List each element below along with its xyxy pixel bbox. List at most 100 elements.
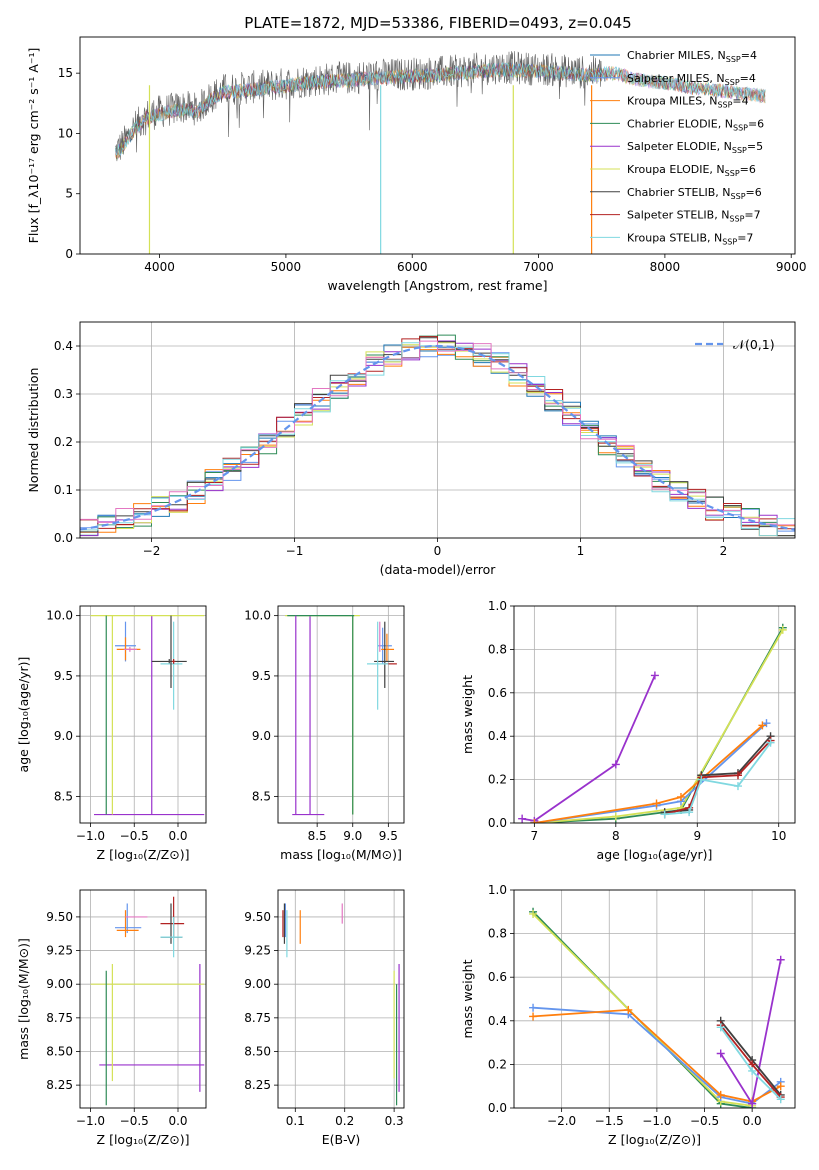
- legend-subscript: SSP: [722, 237, 737, 246]
- series-line: [719, 1020, 782, 1096]
- y-tick-label: 0.6: [488, 686, 507, 700]
- y-tick-label: 8.5: [54, 789, 73, 803]
- legend-count: =5: [747, 140, 763, 153]
- x-tick-label: 6000: [397, 260, 428, 274]
- x-tick-label: 9: [693, 829, 701, 843]
- y-tick-label: 9.25: [46, 944, 73, 958]
- series-line: [534, 724, 763, 823]
- x-axis-label: Z [log₁₀(Z/Z⊙)]: [608, 1132, 701, 1147]
- series-marker: [716, 1090, 725, 1099]
- series-marker: [758, 721, 767, 730]
- legend-entry: Chabrier MILES, NSSP=4: [627, 49, 757, 64]
- legend-count: =6: [746, 186, 762, 199]
- x-tick-label: −2: [143, 544, 161, 558]
- legend-count: =6: [748, 117, 764, 130]
- panel-spectrum: 4000 5000 6000 7000 8000 9000 0 5 10 15 wavelength…: [26, 36, 806, 293]
- y-tick-label: 1.0: [488, 883, 507, 897]
- x-axis-label: wavelength [Angstrom, rest frame]: [327, 278, 547, 293]
- series-marker: [748, 1066, 757, 1075]
- x-tick-label: 0: [434, 544, 442, 558]
- plot-area: [90, 615, 205, 816]
- legend-count: =4: [740, 72, 756, 85]
- plot-area: [90, 896, 205, 1106]
- y-tick-label: 0.0: [54, 531, 73, 545]
- y-tick-label: 5: [65, 187, 73, 201]
- series-marker: [530, 819, 539, 823]
- series-marker: [697, 775, 706, 784]
- x-tick-label: −1.5: [595, 1114, 624, 1128]
- legend-count: =6: [740, 163, 756, 176]
- y-tick-label: 0.4: [54, 339, 73, 353]
- plot-area: [518, 623, 787, 823]
- series-marker: [624, 1005, 633, 1014]
- legend-entry: Salpeter MILES, NSSP=4: [627, 72, 756, 87]
- series-line: [521, 675, 656, 822]
- y-axis-label: age [log₁₀(age/yr)]: [16, 657, 31, 773]
- x-tick-label: 0.0: [743, 1114, 762, 1128]
- series-marker: [529, 1012, 538, 1021]
- x-tick-label: 9.0: [343, 829, 362, 843]
- series-marker: [685, 808, 694, 817]
- series-marker: [733, 771, 742, 780]
- legend-entry: Chabrier ELODIE, NSSP=6: [627, 117, 764, 132]
- y-tick-label: 10.0: [46, 609, 73, 623]
- legend-count: =4: [741, 49, 757, 62]
- series-marker: [518, 814, 527, 823]
- x-tick-label: −0.5: [120, 1114, 149, 1128]
- series-marker: [776, 1082, 785, 1091]
- x-axis-label: mass [log₁₀(M/M⊙)]: [280, 847, 402, 862]
- axes-frame: [513, 889, 796, 1109]
- axes-frame: [277, 605, 405, 824]
- legend-entry: Chabrier STELIB, NSSP=6: [627, 186, 762, 201]
- y-tick-label: 9.25: [244, 944, 271, 958]
- y-tick-label: 0: [65, 247, 73, 261]
- series-marker: [611, 760, 620, 769]
- y-tick-label: 10.0: [244, 609, 271, 623]
- y-axis-label: mass [log₁₀(M/M⊙)]: [16, 938, 31, 1060]
- series-marker: [766, 738, 775, 747]
- y-tick-label: 8.5: [252, 789, 271, 803]
- x-tick-label: −1.0: [76, 1114, 105, 1128]
- y-tick-label: 0.4: [488, 1014, 507, 1028]
- axes-frame: [79, 321, 796, 539]
- panel-residuals: −2 −1 0 1 2 0.0 0.1 0.2 0.3 0.4 (data-model)/error…: [26, 321, 796, 577]
- series-marker: [529, 909, 538, 918]
- x-tick-label: 9.5: [379, 829, 398, 843]
- legend-subscript: SSP: [717, 101, 732, 110]
- x-tick-label: 1: [577, 544, 585, 558]
- series-marker: [778, 625, 787, 634]
- x-tick-label: 7000: [523, 260, 554, 274]
- series-marker: [776, 1095, 785, 1104]
- x-tick-label: −1: [286, 544, 304, 558]
- y-tick-label: 8.50: [46, 1044, 73, 1058]
- y-tick-label: 9.0: [252, 729, 271, 743]
- figure-title: PLATE=1872, MJD=53386, FIBERID=0493, z=0…: [244, 14, 631, 32]
- model-spectrum: [115, 61, 766, 156]
- series-line: [534, 722, 768, 823]
- y-tick-label: 8.75: [244, 1011, 271, 1025]
- series-marker: [652, 799, 661, 808]
- x-tick-label: 8.5: [308, 829, 327, 843]
- normal-curve: [80, 344, 795, 531]
- x-tick-label: 8: [612, 829, 620, 843]
- y-tick-label: 8.25: [46, 1078, 73, 1092]
- y-tick-label: 0.2: [488, 773, 507, 787]
- model-spectrum: [115, 62, 766, 154]
- y-axis-label: Flux [f_λ10⁻¹⁷ erg cm⁻² s⁻¹ A⁻¹]: [26, 48, 41, 244]
- y-axis-label: Normed distribution: [26, 368, 41, 493]
- legend-subscript: SSP: [732, 146, 747, 155]
- y-tick-label: 0.2: [488, 1057, 507, 1071]
- x-tick-label: 2: [720, 544, 728, 558]
- y-tick-label: 8.75: [46, 1011, 73, 1025]
- legend-count: =7: [744, 209, 760, 222]
- x-tick-label: 0.3: [385, 1114, 404, 1128]
- plot-area: [529, 907, 785, 1108]
- y-tick-label: 10: [58, 126, 73, 140]
- legend-count: =4: [732, 95, 748, 108]
- x-tick-label: −1.0: [642, 1114, 671, 1128]
- panel-mass_vs_Z: −1.0 −0.5 0.0 8.25 8.50 8.75 9.00 9.25 9.50 Z [lo…: [16, 889, 207, 1147]
- y-tick-label: 9.0: [54, 729, 73, 743]
- x-tick-label: 0.0: [168, 1114, 187, 1128]
- y-tick-label: 0.3: [54, 387, 73, 401]
